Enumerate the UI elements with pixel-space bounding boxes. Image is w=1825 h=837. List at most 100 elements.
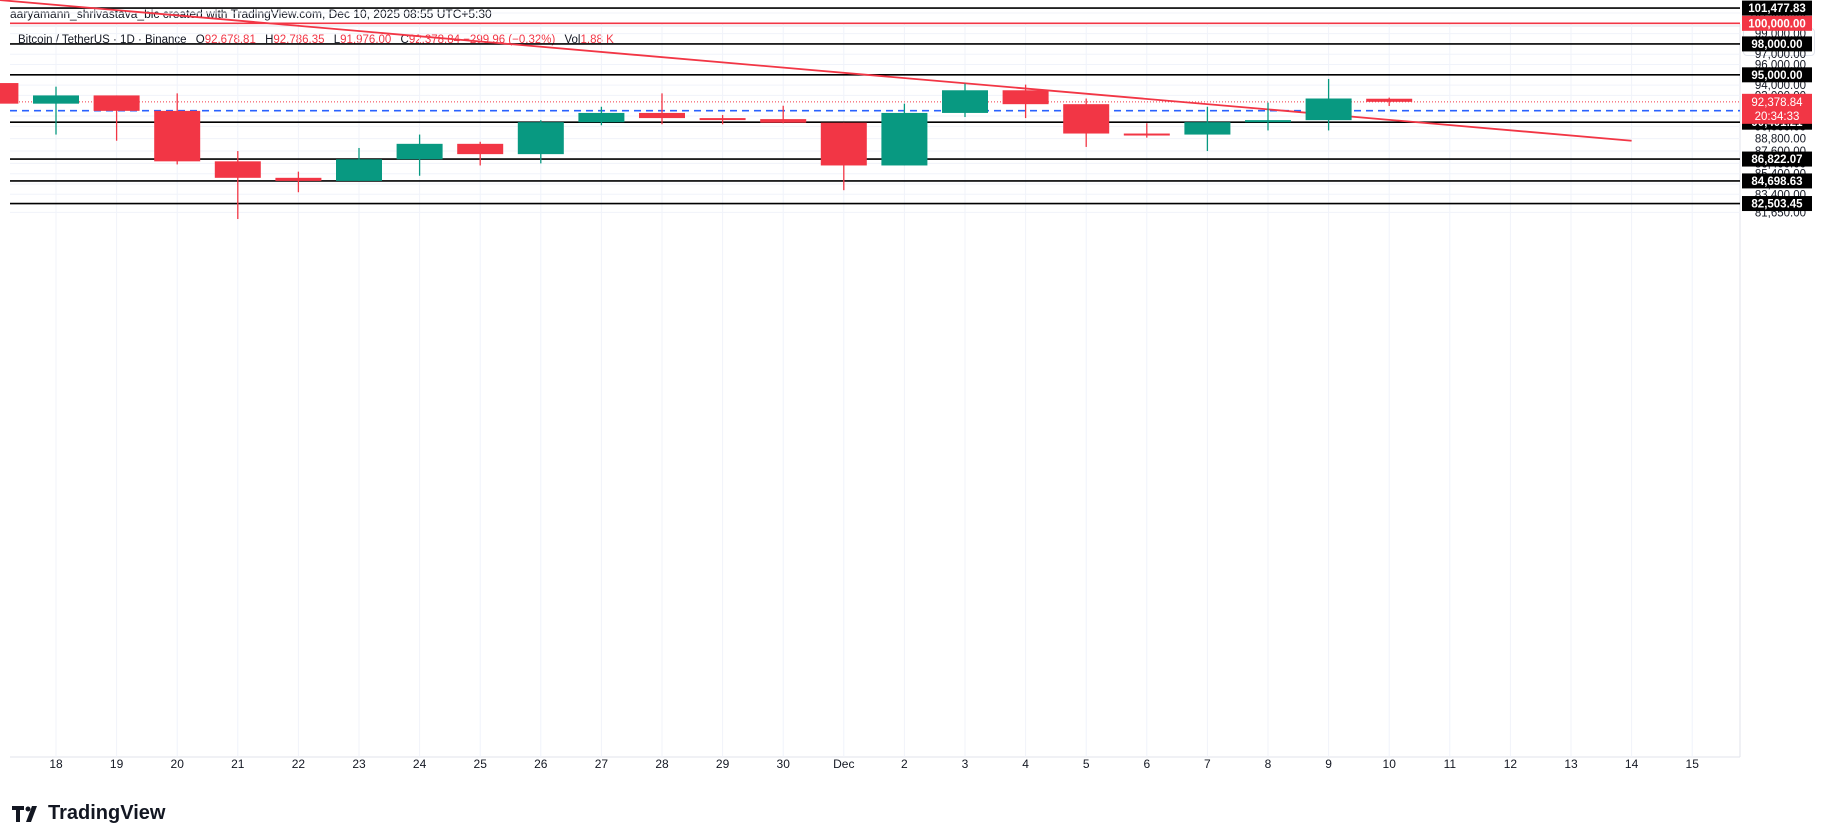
horizontal-levels xyxy=(10,7,1740,205)
candle xyxy=(0,83,19,104)
candle-body xyxy=(396,143,443,160)
x-tick-label: 23 xyxy=(352,757,366,771)
x-tick-label: 7 xyxy=(1204,757,1211,771)
x-tick-label: 6 xyxy=(1143,757,1150,771)
candle xyxy=(699,114,746,125)
x-tick-label: 30 xyxy=(777,757,791,771)
candle xyxy=(33,86,79,135)
candle xyxy=(1184,106,1231,152)
x-tick-label: 4 xyxy=(1022,757,1029,771)
x-tick-label: 29 xyxy=(716,757,730,771)
candle xyxy=(760,105,807,124)
candle xyxy=(396,134,443,176)
x-tick-label: 19 xyxy=(110,757,124,771)
candle xyxy=(1366,97,1413,106)
x-tick-label: 21 xyxy=(231,757,245,771)
candle-body xyxy=(93,95,140,111)
candle xyxy=(578,106,625,126)
x-tick-label: 20 xyxy=(171,757,185,771)
x-tick-label: 2 xyxy=(901,757,908,771)
candle-body xyxy=(1123,133,1170,136)
y-tick-label: 97,000.00 xyxy=(1755,49,1806,61)
y-tick-label: 94,000.00 xyxy=(1755,80,1806,92)
last-price-tag xyxy=(1742,93,1812,124)
candle-body xyxy=(1305,98,1352,121)
x-tick-label: 9 xyxy=(1325,757,1332,771)
legend-volume: 1.88 K xyxy=(580,34,614,46)
level-tag xyxy=(1742,15,1812,31)
x-tick-label: 3 xyxy=(962,757,969,771)
level-tag xyxy=(1742,196,1812,212)
legend-open-label: O xyxy=(195,34,205,46)
tradingview-logo-icon xyxy=(12,805,37,822)
level-tag-label: 98,000.00 xyxy=(1751,39,1802,51)
x-tick-label: 5 xyxy=(1083,757,1090,771)
x-tick-label: Dec xyxy=(833,757,854,771)
candle xyxy=(1002,84,1049,119)
candle-body xyxy=(336,159,382,181)
grid xyxy=(10,12,1741,758)
level-tag-label: 101,477.83 xyxy=(1748,3,1806,15)
candle-body xyxy=(275,177,322,181)
last-price-label: 92,378.84 xyxy=(1751,97,1803,109)
candle-body xyxy=(639,112,685,119)
candle xyxy=(517,120,564,164)
candle xyxy=(1245,102,1291,131)
candle xyxy=(820,122,867,191)
x-tick-label: 8 xyxy=(1265,757,1272,771)
level-tag-label: 100,000.00 xyxy=(1748,18,1806,30)
candle-body xyxy=(1002,90,1049,105)
x-tick-label: 24 xyxy=(413,757,427,771)
legend-change: −299.96 (−0.32%) xyxy=(463,34,556,46)
candles xyxy=(0,78,1413,220)
legend-vol-label: Vol xyxy=(564,34,581,46)
candle xyxy=(942,83,988,118)
brand-name: TradingView xyxy=(48,802,166,824)
candle-body xyxy=(820,122,867,166)
candle-body xyxy=(578,112,625,123)
candle-body xyxy=(942,90,988,113)
level-tag-label: 95,000.00 xyxy=(1751,70,1802,82)
tradingview-brand: TradingView xyxy=(12,802,165,825)
level-tag xyxy=(1742,36,1812,52)
candle xyxy=(1123,123,1170,138)
candle xyxy=(93,95,140,141)
legend-close-label: C xyxy=(400,34,409,46)
x-tick-label: 10 xyxy=(1383,757,1397,771)
candle xyxy=(1305,78,1352,131)
candle-body xyxy=(699,118,746,121)
candle-body xyxy=(881,112,928,166)
legend-low-label: L xyxy=(333,34,341,46)
candle-body xyxy=(1366,98,1413,102)
candle xyxy=(639,93,685,125)
x-tick-label: 18 xyxy=(49,757,63,771)
level-tag xyxy=(1742,151,1812,167)
x-tick-label: 13 xyxy=(1564,757,1578,771)
level-tag xyxy=(1742,67,1812,83)
level-tag xyxy=(1742,0,1812,16)
x-tick-label: 15 xyxy=(1686,757,1700,771)
y-tick-label: 88,800.00 xyxy=(1755,134,1806,146)
x-tick-label: 22 xyxy=(292,757,306,771)
price-tags: 101,477.83100,000.0098,000.0095,000.0090… xyxy=(1742,0,1812,212)
candle-body xyxy=(0,83,19,104)
x-tick-label: 11 xyxy=(1444,757,1457,771)
legend-low: 91,976.00 xyxy=(340,34,392,46)
candle-body xyxy=(760,119,807,123)
x-tick-label: 12 xyxy=(1504,757,1518,771)
level-tag xyxy=(1742,173,1812,189)
trendline-segment xyxy=(0,0,1632,142)
candle-body xyxy=(1245,120,1291,123)
x-tick-label: 14 xyxy=(1625,757,1639,771)
candle-body xyxy=(457,143,504,155)
legend-symbol: Bitcoin / TetherUS · 1D · Binance xyxy=(18,34,187,46)
candle-body xyxy=(1063,104,1110,134)
candle xyxy=(275,171,322,193)
candle-body xyxy=(517,122,564,155)
x-tick-label: 27 xyxy=(595,757,609,771)
candle-body xyxy=(1184,122,1231,135)
level-tag-label: 82,503.45 xyxy=(1751,199,1803,211)
time-axis: 18 19 20 21 22 23 24 25 26 27 28 29 30 Dec 2 3 4 5 6 7 8 9 10 1… xyxy=(49,757,1699,771)
candle xyxy=(1063,98,1110,147)
